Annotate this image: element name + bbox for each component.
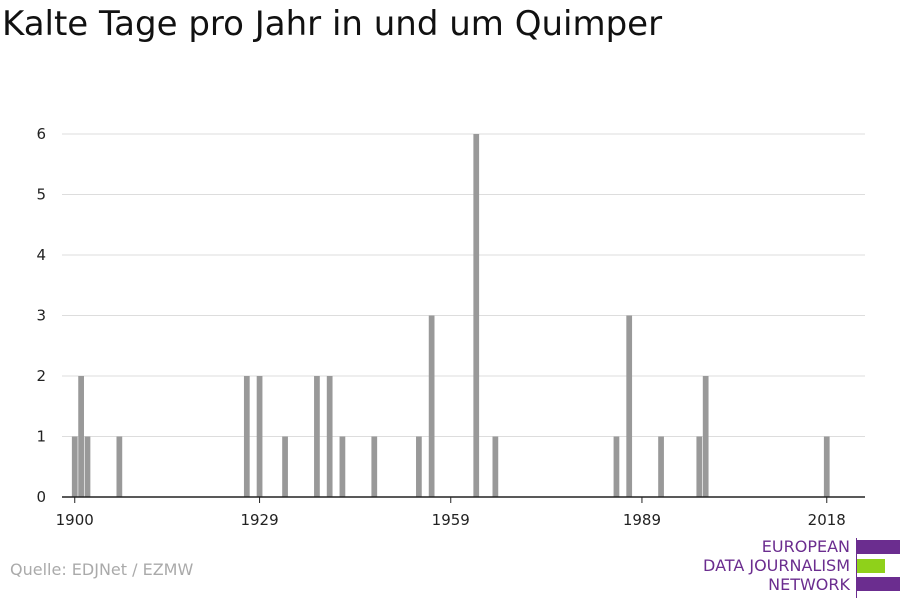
bar-1947 (371, 436, 378, 497)
bar-1985 (613, 436, 620, 497)
gridlines (62, 133, 865, 437)
bar-1927 (243, 376, 250, 497)
y-tick-label-6: 6 (36, 125, 46, 143)
bar-1938 (314, 376, 320, 497)
bar-1963 (473, 134, 480, 497)
bar-1929 (256, 376, 263, 497)
x-tick-label-1959: 1959 (432, 511, 470, 529)
y-tick-label-3: 3 (36, 307, 46, 325)
bar-1902 (84, 436, 91, 497)
edjnet-logo: EUROPEAN DATA JOURNALISM NETWORK (700, 538, 900, 598)
bar-1999 (702, 376, 709, 497)
logo-bar-middle (857, 559, 885, 573)
x-tick-label-2018: 2018 (808, 511, 846, 529)
bars (71, 134, 830, 497)
bar-1933 (282, 436, 288, 497)
logo-line-network: NETWORK (768, 575, 850, 594)
chart-title: Kalte Tage pro Jahr in und um Quimper (2, 4, 663, 44)
bar-chart: 0 1 2 3 4 5 6 1900 1929 1959 1989 2018 (36, 125, 865, 529)
logo-bar-bottom (857, 577, 900, 591)
y-tick-label-0: 0 (36, 488, 46, 506)
bar-1987 (626, 315, 633, 497)
logo-line-european: EUROPEAN (761, 537, 850, 556)
y-tick-label-4: 4 (36, 246, 46, 264)
bar-1992 (658, 436, 664, 497)
logo-line-data-journalism: DATA JOURNALISM (703, 556, 850, 575)
x-tick-label-1929: 1929 (240, 511, 278, 529)
y-tick-label-1: 1 (36, 428, 46, 446)
logo-bar-top (857, 540, 900, 554)
bar-1901 (78, 376, 84, 497)
bar-1900 (71, 436, 78, 497)
bar-1956 (428, 315, 435, 497)
bar-2018 (823, 436, 830, 497)
x-tick-labels: 1900 1929 1959 1989 2018 (56, 511, 846, 529)
x-tick-label-1989: 1989 (623, 511, 661, 529)
bar-1907 (116, 436, 123, 497)
y-tick-label-5: 5 (36, 186, 46, 204)
bar-1942 (339, 436, 346, 497)
y-tick-labels: 0 1 2 3 4 5 6 (36, 125, 46, 506)
bar-1998 (696, 436, 703, 497)
bar-1954 (416, 436, 422, 497)
source-note: Quelle: EDJNet / EZMW (10, 560, 194, 579)
logo-divider (856, 538, 857, 598)
bar-1966 (492, 436, 499, 497)
bar-1940 (326, 376, 333, 497)
x-tick-label-1900: 1900 (56, 511, 94, 529)
y-tick-label-2: 2 (36, 367, 46, 385)
axes (62, 496, 865, 503)
